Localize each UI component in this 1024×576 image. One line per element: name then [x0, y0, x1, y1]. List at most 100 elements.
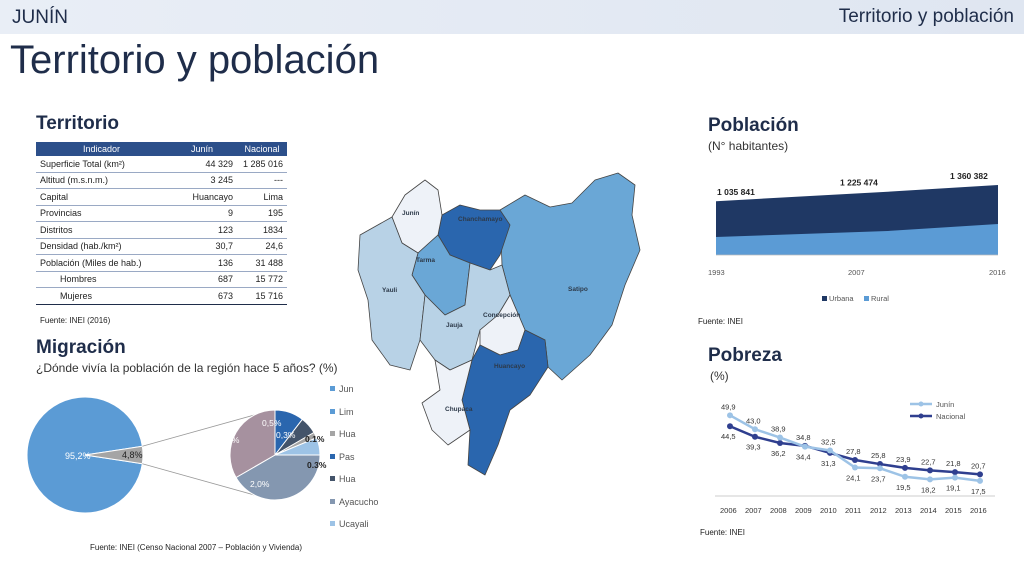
- pobreza-source: Fuente: INEI: [700, 528, 745, 537]
- map-label-junin: Junín: [402, 210, 419, 217]
- x-tick-label: 2006: [720, 506, 737, 515]
- junin-value: 30,7: [167, 238, 237, 255]
- region-name: JUNÍN: [12, 7, 68, 28]
- legend-swatch: [330, 431, 335, 436]
- data-point: [752, 426, 758, 433]
- data-point: [727, 423, 733, 430]
- column-header: Indicador: [36, 142, 167, 156]
- table-row: Provincias 9 195: [36, 205, 287, 222]
- data-label: 1 225 474: [840, 178, 878, 188]
- data-point: [852, 464, 858, 471]
- data-point: [952, 469, 958, 476]
- x-tick-label: 2016: [970, 506, 987, 515]
- map-label-huancayo: Huancayo: [494, 363, 525, 370]
- legend-entry: Lim: [330, 407, 378, 430]
- poblacion-source: Fuente: INEI: [698, 317, 743, 326]
- data-point: [902, 464, 908, 471]
- junin-value: 687: [167, 271, 237, 288]
- x-tick-label: 2012: [870, 506, 887, 515]
- junin-value: 136: [167, 254, 237, 272]
- table-header-row: Indicador Junín Nacional: [36, 142, 287, 156]
- row-label: Población (Miles de hab.): [36, 254, 167, 272]
- table-row: Altitud (m.s.n.m.) 3 245 ---: [36, 172, 287, 189]
- row-label: Superficie Total (km²): [36, 156, 167, 173]
- sub-pie-label: 0,5%: [262, 418, 282, 428]
- pie-slice-other: [84, 445, 144, 465]
- data-label: 18,2: [921, 485, 936, 494]
- map-label-satipo: Satipo: [568, 286, 588, 293]
- sub-pie-slice: [235, 454, 321, 501]
- data-point: [727, 412, 733, 419]
- page-title: Territorio y población: [10, 38, 380, 82]
- data-label: 36,2: [771, 449, 786, 458]
- x-tick-label: 2011: [845, 506, 861, 515]
- junin-value: 9: [167, 205, 237, 222]
- map-label-chupaca: Chupaca: [445, 406, 473, 413]
- data-point: [852, 457, 858, 464]
- x-tick-label: 2007: [745, 506, 762, 515]
- x-tick-label: 2015: [945, 506, 962, 515]
- junin-value: 673: [167, 287, 237, 305]
- sub-pie-slice: [229, 409, 276, 479]
- nacional-value: 31 488: [237, 254, 287, 272]
- data-point: [777, 440, 783, 447]
- poblacion-title: Población: [708, 115, 799, 136]
- territorio-source: Fuente: INEI (2016): [40, 316, 111, 325]
- pie-label: 4,8%: [122, 450, 143, 460]
- nacional-value: 24,6: [237, 238, 287, 255]
- map-label-chanchamayo: Chanchamayo: [458, 216, 502, 223]
- data-label: 19,5: [896, 483, 911, 492]
- legend-label: Jun: [339, 384, 354, 394]
- map-label-jauja: Jauja: [446, 322, 463, 329]
- data-label: 23,7: [871, 474, 886, 483]
- table-row: Mujeres 673 15 716: [36, 287, 287, 305]
- section-name: Territorio y población: [838, 6, 1014, 27]
- data-label: 17,5: [971, 487, 986, 496]
- row-label: Mujeres: [36, 287, 167, 305]
- legend-marker: [918, 413, 924, 419]
- migracion-source: Fuente: INEI (Censo Nacional 2007 – Pobl…: [90, 543, 302, 552]
- area-rural: [716, 224, 998, 255]
- header-bar: JUNÍN Territorio y población: [0, 0, 1024, 34]
- x-tick-label: 2010: [820, 506, 837, 515]
- migracion-title: Migración: [36, 337, 126, 358]
- data-point: [902, 473, 908, 480]
- column-header: Junín: [167, 142, 237, 156]
- territorio-title: Territorio: [36, 113, 120, 134]
- connector-line: [142, 411, 266, 447]
- row-label: Altitud (m.s.n.m.): [36, 172, 167, 189]
- row-label: Densidad (hab./km²): [36, 238, 167, 255]
- nacional-value: 15 716: [237, 287, 287, 305]
- poblacion-subtitle: (N° habitantes): [708, 139, 789, 153]
- junin-map: Junín Chanchamayo Tarma Yauli Satipo Jau…: [357, 172, 641, 476]
- data-label: 34,8: [796, 433, 811, 442]
- table-row: Población (Miles de hab.) 136 31 488: [36, 254, 287, 272]
- legend-entry: Hua: [330, 429, 378, 452]
- table-row: Hombres 687 15 772: [36, 271, 287, 288]
- x-tick-label: 2016: [989, 268, 1006, 277]
- sub-pie-label: 0,3%: [276, 430, 296, 440]
- pie-label: 95,2%: [65, 451, 91, 461]
- legend-entry: Hua: [330, 474, 378, 497]
- x-tick-label: 2008: [770, 506, 787, 515]
- x-tick-label: 2009: [795, 506, 812, 515]
- legend-swatch: [330, 408, 335, 414]
- column-header: Nacional: [237, 142, 287, 156]
- data-label: 32,5: [821, 438, 836, 447]
- data-label: 38,9: [771, 425, 786, 434]
- legend-swatch: [330, 476, 335, 481]
- legend-label: Ucayali: [339, 519, 369, 529]
- sub-pie-label: 1,6%: [220, 435, 240, 445]
- data-label: 21,8: [946, 459, 961, 468]
- legend-label: Pas: [339, 451, 355, 462]
- poblacion-area-chart: 1 035 841 1 225 474 1 360 382 1993 2007 2016 U…: [708, 171, 1006, 303]
- nacional-value: Lima: [237, 188, 287, 206]
- data-point: [977, 471, 983, 478]
- data-label: 1 360 382: [950, 171, 988, 181]
- data-label: 25,8: [871, 451, 886, 460]
- data-point: [877, 465, 883, 472]
- data-label: 1 035 841: [717, 187, 755, 197]
- legend-swatch: [330, 453, 335, 459]
- legend-label: Rural: [871, 294, 889, 303]
- map-label-tarma: Tarma: [416, 257, 435, 264]
